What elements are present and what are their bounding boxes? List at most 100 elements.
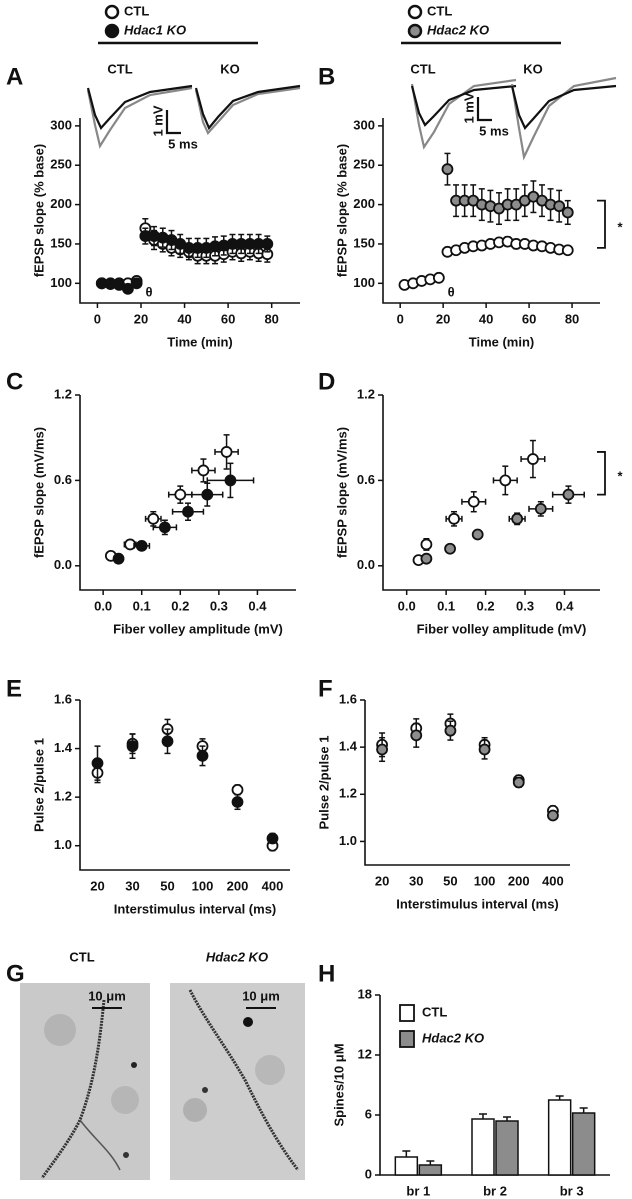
scale-label: 10 μm xyxy=(242,988,280,1003)
point xyxy=(511,512,524,525)
trace-label: CTL xyxy=(107,61,132,76)
x-tick-label: 0.4 xyxy=(248,598,267,613)
y-tick-label: 300 xyxy=(353,117,375,132)
scale-label: 1 mV xyxy=(461,92,476,123)
x-tick-label: 30 xyxy=(409,873,423,888)
y-tick-label: 0 xyxy=(365,1166,372,1181)
x-tick-label: 40 xyxy=(479,311,493,326)
point xyxy=(471,528,484,541)
panel-letter: A xyxy=(6,63,23,90)
y-tick-label: 100 xyxy=(50,275,72,290)
point xyxy=(444,724,457,737)
legend-label: CTL xyxy=(422,1004,447,1019)
trace-label: KO xyxy=(523,61,543,76)
x-axis-label: Fiber volley amplitude (mV) xyxy=(417,621,587,636)
y-tick-label: 18 xyxy=(358,986,372,1001)
point xyxy=(201,488,214,501)
point xyxy=(174,488,187,501)
annotation: * xyxy=(617,220,623,235)
x-tick-label: br 1 xyxy=(406,1183,430,1198)
x-tick-label: 50 xyxy=(443,873,457,888)
panel-letter: B xyxy=(318,63,335,90)
y-tick-label: 200 xyxy=(50,196,72,211)
y-axis-label: Pulse 2/pulse 1 xyxy=(316,736,331,830)
x-tick-label: 40 xyxy=(177,311,191,326)
y-axis-label: fEPSP slope (mV/ms) xyxy=(334,427,349,558)
legend-marker xyxy=(104,23,120,39)
legend-marker xyxy=(407,4,423,20)
x-tick-label: 100 xyxy=(192,878,214,893)
x-tick-label: 50 xyxy=(160,878,174,893)
y-tick-label: 12 xyxy=(358,1046,372,1061)
point xyxy=(126,740,139,753)
bracket xyxy=(597,199,606,249)
y-axis-label: fEPSP slope (% base) xyxy=(334,144,349,277)
scale-label: 5 ms xyxy=(479,123,509,138)
annotation: θ xyxy=(448,284,455,299)
y-tick-label: 100 xyxy=(353,275,375,290)
traces-a xyxy=(86,84,301,149)
image-label: Hdac2 KO xyxy=(206,949,268,964)
panel-letter: F xyxy=(318,675,333,702)
point xyxy=(220,446,233,458)
y-tick-label: 150 xyxy=(50,235,72,250)
panel-letter: G xyxy=(6,960,25,987)
point xyxy=(376,743,388,756)
annotation: * xyxy=(617,469,623,484)
y-tick-label: 0.0 xyxy=(357,557,375,572)
point xyxy=(147,512,160,525)
y-tick-label: 0.6 xyxy=(54,472,72,487)
point xyxy=(122,282,134,295)
point xyxy=(420,552,433,565)
point xyxy=(420,538,433,551)
y-tick-label: 0.6 xyxy=(357,472,375,487)
bar xyxy=(471,1118,495,1176)
legend-label: Hdac2 KO xyxy=(422,1030,484,1045)
y-tick-label: 1.2 xyxy=(357,386,375,401)
traces-b xyxy=(410,76,617,161)
point xyxy=(478,743,491,756)
y-tick-label: 1.6 xyxy=(54,691,72,706)
panel-letter: H xyxy=(318,960,335,987)
point xyxy=(231,796,244,808)
x-tick-label: 0.3 xyxy=(210,598,228,613)
axis-line xyxy=(79,118,300,304)
point xyxy=(91,757,104,770)
y-tick-label: 1.4 xyxy=(54,740,73,755)
point xyxy=(467,495,480,508)
point xyxy=(527,453,539,465)
point xyxy=(224,474,237,487)
y-axis-label: fEPSP slope (mV/ms) xyxy=(31,427,46,558)
x-axis-label: Time (min) xyxy=(167,334,233,349)
x-tick-label: 60 xyxy=(522,311,536,326)
legend-marker xyxy=(104,4,120,20)
y-tick-label: 1.0 xyxy=(339,833,357,848)
image-label: CTL xyxy=(69,949,94,964)
x-tick-label: 0.0 xyxy=(94,598,112,613)
point xyxy=(112,552,125,565)
axis-line xyxy=(382,395,600,591)
x-tick-label: 30 xyxy=(125,878,139,893)
point xyxy=(410,729,423,742)
x-tick-label: 20 xyxy=(375,873,389,888)
legend-swatch xyxy=(399,1030,415,1048)
axis-line xyxy=(79,395,296,591)
bar xyxy=(495,1120,519,1176)
y-tick-label: 1.2 xyxy=(339,786,357,801)
point xyxy=(561,206,574,219)
point xyxy=(124,538,137,551)
x-tick-label: 20 xyxy=(134,311,148,326)
point xyxy=(547,809,559,822)
axis-line xyxy=(364,700,570,866)
x-tick-label: br 3 xyxy=(560,1183,584,1198)
point xyxy=(499,474,512,487)
x-tick-label: 200 xyxy=(508,873,530,888)
legend-label: Hdac2 KO xyxy=(427,22,489,37)
point xyxy=(562,488,575,501)
y-tick-label: 1.6 xyxy=(339,691,357,706)
y-tick-label: 1.2 xyxy=(54,386,72,401)
point xyxy=(261,238,274,250)
point xyxy=(158,521,171,534)
point xyxy=(561,244,574,257)
